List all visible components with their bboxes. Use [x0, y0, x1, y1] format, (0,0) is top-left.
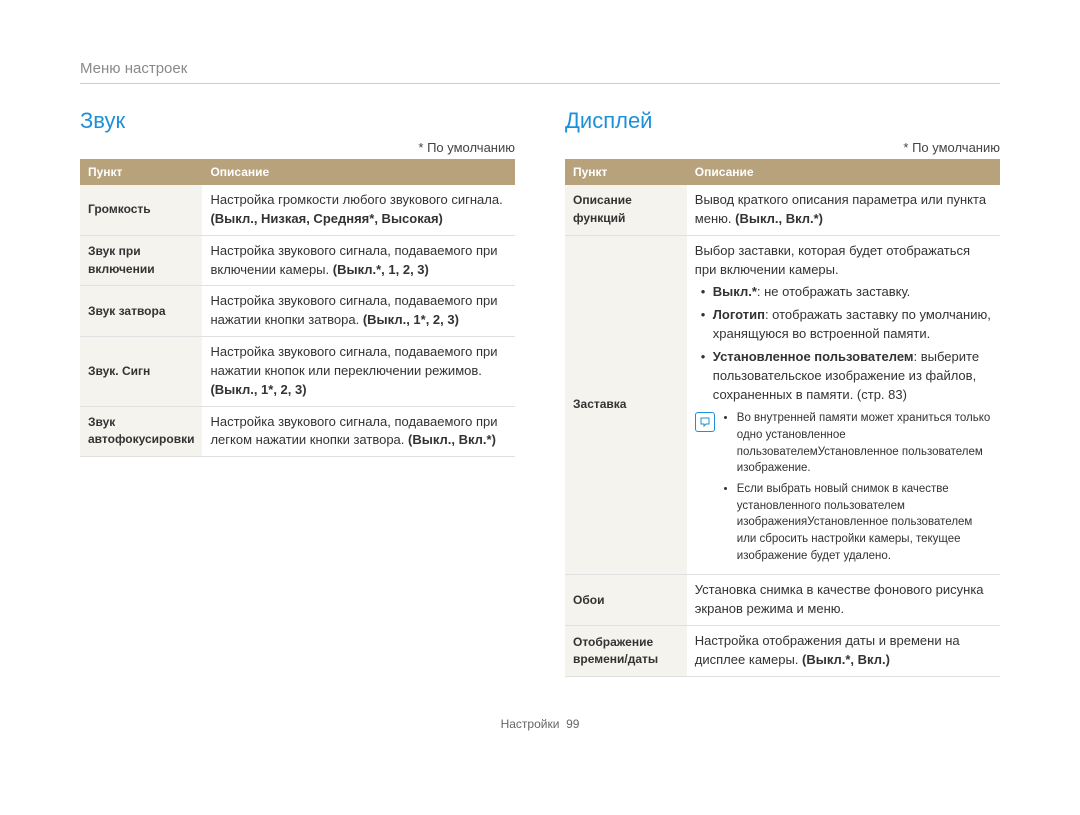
sound-title: Звук — [80, 108, 515, 134]
page-footer: Настройки 99 — [80, 717, 1000, 731]
table-row: Заставка Выбор заставки, которая будет о… — [565, 235, 1000, 575]
row-desc-opts: (Выкл., 1*, 2, 3) — [363, 312, 459, 327]
opt-label: Логотип — [713, 307, 765, 322]
table-row: Отображение времени/даты Настройка отобр… — [565, 626, 1000, 677]
splash-intro: Выбор заставки, которая будет отображать… — [695, 242, 992, 280]
table-row: Описание функций Вывод краткого описания… — [565, 185, 1000, 235]
opt-rest: : не отображать заставку. — [757, 284, 910, 299]
list-item: Выкл.*: не отображать заставку. — [701, 283, 992, 302]
display-table: Пункт Описание Описание функций Вывод кр… — [565, 159, 1000, 677]
table-row: Звук автофокусировки Настройка звукового… — [80, 406, 515, 457]
row-desc: Настройка громкости любого звукового сиг… — [202, 185, 515, 235]
row-item: Заставка — [565, 235, 687, 575]
note-item: Во внутренней памяти может храниться тол… — [737, 410, 992, 477]
note-icon — [695, 412, 715, 432]
row-item: Громкость — [80, 185, 202, 235]
row-desc: Настройка звукового сигнала, подаваемого… — [202, 235, 515, 286]
row-desc: Установка снимка в качестве фонового рис… — [687, 575, 1000, 626]
default-note-display: * По умолчанию — [565, 140, 1000, 155]
content-columns: Звук * По умолчанию Пункт Описание Громк… — [80, 108, 1000, 677]
row-item: Звук автофокусировки — [80, 406, 202, 457]
table-header-row: Пункт Описание — [565, 159, 1000, 185]
row-item: Звук затвора — [80, 286, 202, 337]
note-list: Во внутренней памяти может храниться тол… — [723, 410, 992, 568]
list-item: Установленное пользователем: выберите по… — [701, 348, 992, 405]
row-desc: Вывод краткого описания параметра или пу… — [687, 185, 1000, 235]
row-desc-opts: (Выкл., Низкая, Средняя*, Высокая) — [210, 211, 442, 226]
row-desc-text: Настройка громкости любого звукового сиг… — [210, 192, 502, 207]
col-item: Пункт — [565, 159, 687, 185]
row-desc-opts: (Выкл.*, 1, 2, 3) — [333, 262, 429, 277]
table-row: Звук затвора Настройка звукового сигнала… — [80, 286, 515, 337]
table-row: Громкость Настройка громкости любого зву… — [80, 185, 515, 235]
row-desc: Настройка звукового сигнала, подаваемого… — [202, 337, 515, 407]
row-desc-opts: (Выкл.*, Вкл.) — [802, 652, 890, 667]
row-desc: Настройка отображения даты и времени на … — [687, 626, 1000, 677]
row-desc: Выбор заставки, которая будет отображать… — [687, 235, 1000, 575]
sound-section: Звук * По умолчанию Пункт Описание Громк… — [80, 108, 515, 677]
row-desc-text: Установка снимка в качестве фонового рис… — [695, 582, 984, 616]
row-item: Звук при включении — [80, 235, 202, 286]
list-item: Логотип: отображать заставку по умолчани… — [701, 306, 992, 344]
table-row: Звук при включении Настройка звукового с… — [80, 235, 515, 286]
col-desc: Описание — [687, 159, 1000, 185]
note-item: Если выбрать новый снимок в качестве уст… — [737, 481, 992, 564]
row-desc-opts: (Выкл., 1*, 2, 3) — [210, 382, 306, 397]
page: Меню настроек Звук * По умолчанию Пункт … — [0, 0, 1080, 771]
note-box: Во внутренней памяти может храниться тол… — [695, 410, 992, 568]
display-section: Дисплей * По умолчанию Пункт Описание Оп… — [565, 108, 1000, 677]
opt-label: Выкл.* — [713, 284, 757, 299]
table-header-row: Пункт Описание — [80, 159, 515, 185]
sound-table: Пункт Описание Громкость Настройка громк… — [80, 159, 515, 457]
table-row: Обои Установка снимка в качестве фоновог… — [565, 575, 1000, 626]
footer-label: Настройки — [501, 717, 560, 731]
row-desc: Настройка звукового сигнала, подаваемого… — [202, 406, 515, 457]
default-note-sound: * По умолчанию — [80, 140, 515, 155]
table-row: Звук. Сигн Настройка звукового сигнала, … — [80, 337, 515, 407]
row-item: Звук. Сигн — [80, 337, 202, 407]
row-desc-opts: (Выкл., Вкл.*) — [735, 211, 823, 226]
col-item: Пункт — [80, 159, 202, 185]
footer-page: 99 — [566, 717, 579, 731]
row-desc-text: Настройка звукового сигнала, подаваемого… — [210, 344, 497, 378]
display-title: Дисплей — [565, 108, 1000, 134]
breadcrumb: Меню настроек — [80, 60, 1000, 84]
row-desc-opts: (Выкл., Вкл.*) — [408, 432, 496, 447]
row-desc: Настройка звукового сигнала, подаваемого… — [202, 286, 515, 337]
opt-label: Установленное пользователем — [713, 349, 914, 364]
row-item: Обои — [565, 575, 687, 626]
col-desc: Описание — [202, 159, 515, 185]
splash-options-list: Выкл.*: не отображать заставку. Логотип:… — [695, 283, 992, 404]
row-item: Описание функций — [565, 185, 687, 235]
row-item: Отображение времени/даты — [565, 626, 687, 677]
